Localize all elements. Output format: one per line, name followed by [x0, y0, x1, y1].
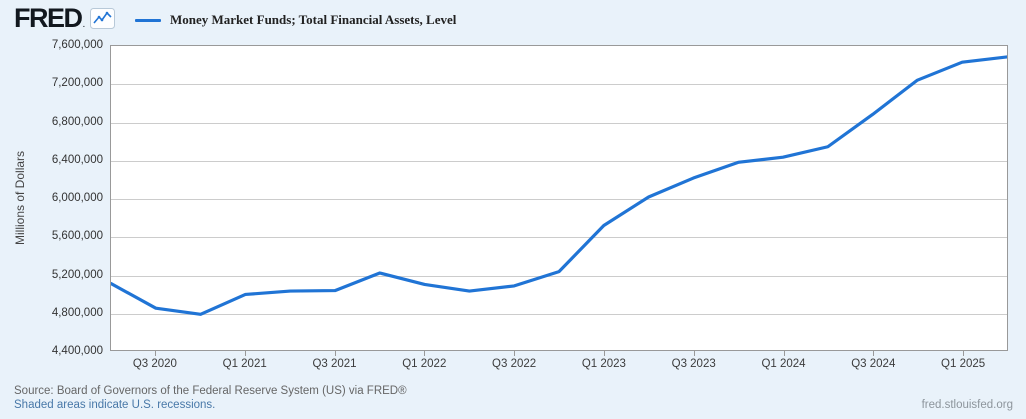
x-axis-tick-label: Q3 2023 [671, 358, 716, 370]
recession-note-link[interactable]: Shaded areas indicate U.S. recessions. [14, 399, 216, 411]
x-axis-tick-label: Q1 2025 [941, 358, 986, 370]
y-gridline [111, 275, 1007, 277]
y-gridline [111, 84, 1007, 86]
x-axis-tick-label: Q1 2021 [222, 358, 267, 370]
y-axis-tick-label: 5,600,000 [51, 230, 103, 243]
y-axis-tick-label: 7,200,000 [51, 77, 103, 90]
x-axis-tick-mark [603, 351, 605, 356]
x-axis-tick-mark [873, 351, 875, 356]
y-gridline [111, 199, 1007, 200]
x-axis-tick-mark [963, 351, 965, 356]
x-axis-tick-label: Q3 2021 [312, 358, 357, 370]
data-series-line[interactable] [111, 55, 1007, 316]
x-axis-tick-mark [334, 351, 336, 356]
sparkline-chart-icon [90, 8, 116, 29]
fred-logo-text: FRED [14, 3, 83, 33]
y-axis-tick-label: 6,800,000 [51, 115, 103, 128]
chart-legend: Money Market Funds; Total Financial Asse… [135, 12, 456, 28]
x-axis-tick-mark [424, 351, 426, 356]
y-gridline [111, 313, 1007, 315]
y-gridline [111, 237, 1007, 239]
y-gridline [111, 160, 1007, 162]
fred-logo: FRED . [14, 3, 116, 33]
legend-line-swatch [135, 18, 161, 22]
x-axis-tick-label: Q3 2020 [132, 358, 177, 370]
x-axis-tick-mark [514, 351, 516, 356]
x-axis-tick-mark [693, 351, 695, 356]
x-axis-tick-label: Q3 2022 [492, 358, 537, 370]
fred-logo-trademark-dot: . [82, 19, 86, 30]
source-text: Source: Board of Governors of the Federa… [14, 385, 407, 397]
x-axis-tick-label: Q1 2023 [581, 358, 626, 370]
site-url-text: fred.stlouisfed.org [921, 399, 1013, 411]
plot-area[interactable] [110, 45, 1008, 351]
y-axis-tick-label: 4,400,000 [51, 345, 103, 357]
y-gridline [111, 122, 1007, 124]
y-axis-tick-label: 4,800,000 [51, 306, 103, 319]
legend-series-label: Money Market Funds; Total Financial Asse… [170, 12, 457, 27]
y-axis-tick-label: 7,600,000 [51, 39, 103, 51]
x-axis-tick-label: Q1 2024 [761, 358, 806, 370]
y-axis-tick-label: 5,200,000 [51, 268, 103, 281]
x-axis-tick-label: Q1 2022 [402, 358, 447, 370]
y-axis-tick-label: 6,400,000 [51, 153, 103, 166]
x-axis-tick-mark [244, 351, 246, 356]
x-axis-tick-label: Q3 2024 [851, 358, 896, 370]
x-axis-tick-mark [154, 351, 156, 356]
x-axis-tick-mark [783, 351, 785, 356]
y-axis-tick-label: 6,000,000 [51, 192, 103, 204]
